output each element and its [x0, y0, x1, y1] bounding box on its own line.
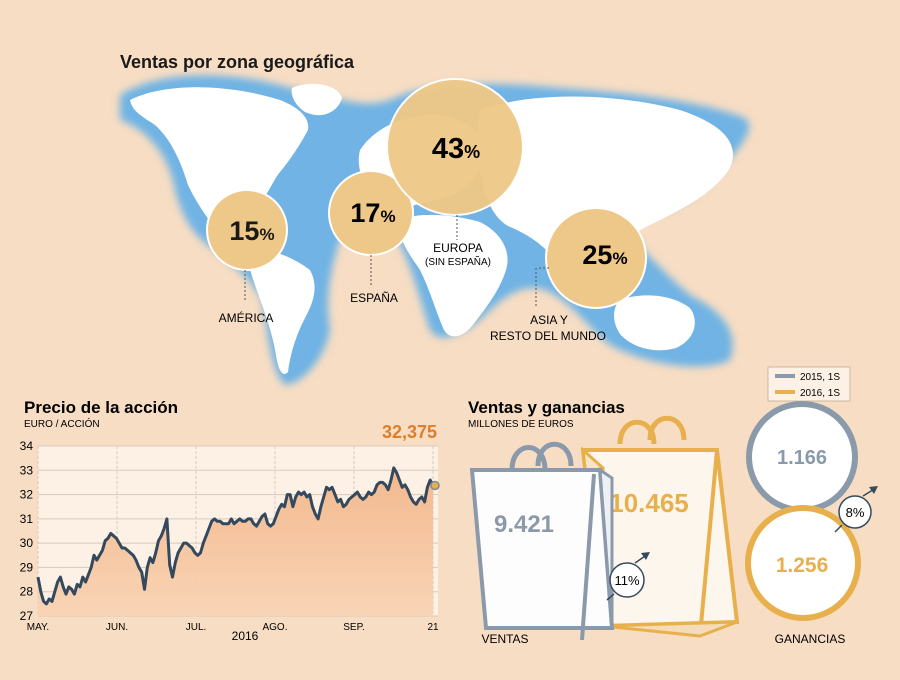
y-tick-label: 30 — [20, 536, 34, 550]
ganancias-value-2015: 1.166 — [777, 447, 827, 469]
ganancias-circle-2016 — [745, 505, 861, 621]
ganancias-circles: 1.166 1.256 — [745, 401, 861, 621]
zone-value-espana: 17% — [350, 198, 395, 228]
x-tick-label: JUN. — [106, 622, 128, 633]
stock-last-value: 32,375 — [382, 422, 437, 442]
bag-2015: 9.421 — [469, 441, 615, 641]
ganancias-label: GANANCIAS — [775, 632, 846, 646]
africa-shape — [398, 214, 508, 337]
zone-sublabel-asia: RESTO DEL MUNDO — [490, 329, 606, 343]
zone-value-asia: 25% — [582, 240, 627, 270]
greenland-shape — [291, 83, 342, 116]
legend-label-2016: 2016, 1S — [800, 388, 840, 399]
y-tick-label: 33 — [20, 463, 34, 477]
x-tick-label: MAY. — [27, 622, 49, 633]
zone-label-asia: ASIA Y — [530, 313, 568, 327]
y-tick-label: 27 — [20, 609, 34, 623]
ventas-growth-badge: 11% — [606, 552, 650, 601]
stock-unit-label: EURO / ACCIÓN — [24, 417, 100, 430]
zone-value-america: 15% — [229, 216, 274, 246]
ventas-label: VENTAS — [481, 632, 528, 646]
oceania-shape — [614, 295, 695, 351]
zone-sublabel-europa: (SIN ESPAÑA) — [425, 255, 491, 268]
stock-y-axis: 27 28 29 30 31 32 33 34 — [20, 439, 34, 623]
stock-last-point — [430, 480, 440, 491]
stock-year-label: 2016 — [232, 629, 259, 643]
ventas-value-2015: 9.421 — [494, 511, 554, 538]
zone-value-europa: 43% — [432, 133, 480, 165]
sales-legend: 2015, 1S 2016, 1S — [767, 366, 851, 402]
stock-area — [38, 467, 433, 616]
zone-bubble-espana: 17% ESPAÑA — [328, 170, 414, 305]
japan-shape — [695, 165, 715, 197]
stock-line — [36, 466, 435, 606]
y-tick-label: 34 — [20, 439, 34, 453]
map-title: Ventas por zona geográfica — [120, 52, 355, 72]
asia-shape — [477, 96, 733, 268]
ganancias-growth: 8% — [846, 505, 865, 520]
y-tick-label: 32 — [20, 488, 34, 502]
x-tick-label: 21 — [427, 622, 439, 633]
ventas-growth: 11% — [614, 573, 639, 588]
ganancias-value-2016: 1.256 — [776, 554, 829, 577]
zone-label-espana: ESPAÑA — [350, 291, 398, 305]
sales-unit-label: MILLONES DE EUROS — [468, 419, 574, 430]
world-map — [120, 75, 749, 385]
north-america-shape — [130, 87, 309, 242]
y-tick-label: 29 — [20, 560, 34, 574]
x-tick-label: AGO. — [262, 622, 287, 633]
zone-label-america: AMÉRICA — [219, 310, 274, 325]
zone-bubble-europa: 43% EUROPA (SIN ESPAÑA) — [386, 78, 524, 268]
legend-label-2015: 2015, 1S — [800, 372, 840, 383]
ganancias-growth-badge: 8% — [834, 486, 878, 533]
stock-title: Precio de la acción — [24, 398, 178, 417]
zone-bubble-asia: 25% ASIA Y RESTO DEL MUNDO — [490, 207, 647, 343]
zone-label-europa: EUROPA — [433, 241, 483, 255]
zone-bubbles: 15% AMÉRICA 17% ESPAÑA 43% EUROPA (SIN E… — [206, 78, 647, 343]
y-tick-label: 31 — [20, 512, 34, 526]
x-tick-label: JUL. — [186, 622, 207, 633]
x-tick-label: SEP. — [343, 622, 365, 633]
y-tick-label: 28 — [20, 585, 34, 599]
zone-bubble-america: 15% AMÉRICA — [206, 189, 288, 325]
ventas-value-2016: 10.465 — [609, 488, 689, 518]
stock-x-axis: MAY. JUN. JUL. AGO. SEP. 21 — [27, 622, 439, 633]
sales-title: Ventas y ganancias — [468, 398, 625, 417]
south-america-shape — [248, 249, 315, 375]
